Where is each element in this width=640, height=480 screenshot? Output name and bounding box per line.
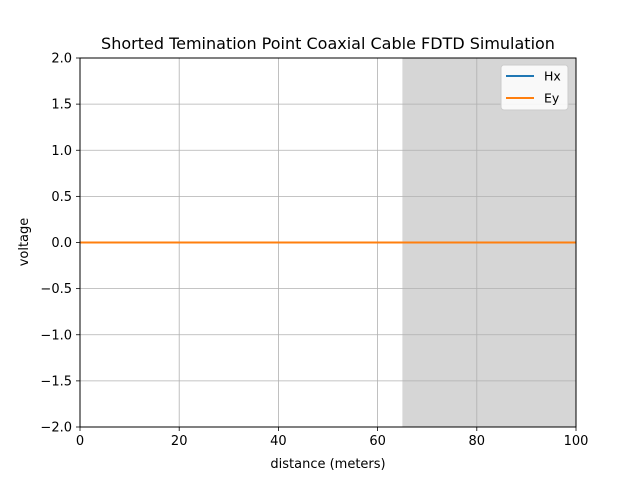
x-tick-label: 40 — [270, 434, 287, 449]
y-tick-label: −1.5 — [40, 374, 72, 389]
x-axis-label: distance (meters) — [270, 457, 385, 472]
x-tick-label: 20 — [171, 434, 188, 449]
y-axis-label: voltage — [17, 218, 32, 267]
y-tick-label: 2.0 — [51, 52, 72, 67]
y-tick-label: 1.0 — [51, 144, 72, 159]
x-tick-label: 0 — [76, 434, 84, 449]
legend: Hx Ey — [500, 64, 569, 111]
legend-label: Ey — [544, 91, 560, 106]
x-tick-label: 80 — [469, 434, 486, 449]
x-tick-label: 60 — [369, 434, 386, 449]
x-tick-label: 100 — [564, 434, 589, 449]
legend-label: Hx — [544, 69, 561, 84]
chart-title: Shorted Temination Point Coaxial Cable F… — [101, 34, 555, 53]
y-tick-label: 0.5 — [51, 190, 72, 205]
y-tick-label: −1.0 — [40, 328, 72, 343]
y-tick-label: −0.5 — [40, 282, 72, 297]
y-tick-label: 0.0 — [51, 236, 72, 251]
y-tick-label: −2.0 — [40, 421, 72, 436]
plot-area: 0 20 40 60 80 100 −2.0 −1.5 −1.0 −0.5 0.0 0.5 1.0 1.5… — [40, 52, 588, 450]
y-tick-label: 1.5 — [51, 98, 72, 113]
